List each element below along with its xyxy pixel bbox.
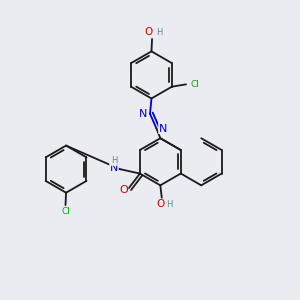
Text: O: O (119, 185, 128, 195)
Text: N: N (159, 124, 167, 134)
Text: N: N (110, 163, 118, 173)
Text: H: H (167, 200, 173, 209)
Text: H: H (111, 156, 117, 165)
Text: Cl: Cl (61, 207, 70, 216)
Text: H: H (156, 28, 162, 37)
Text: O: O (157, 200, 165, 209)
Text: Cl: Cl (191, 80, 200, 89)
Text: N: N (139, 109, 148, 119)
Text: O: O (145, 27, 153, 37)
